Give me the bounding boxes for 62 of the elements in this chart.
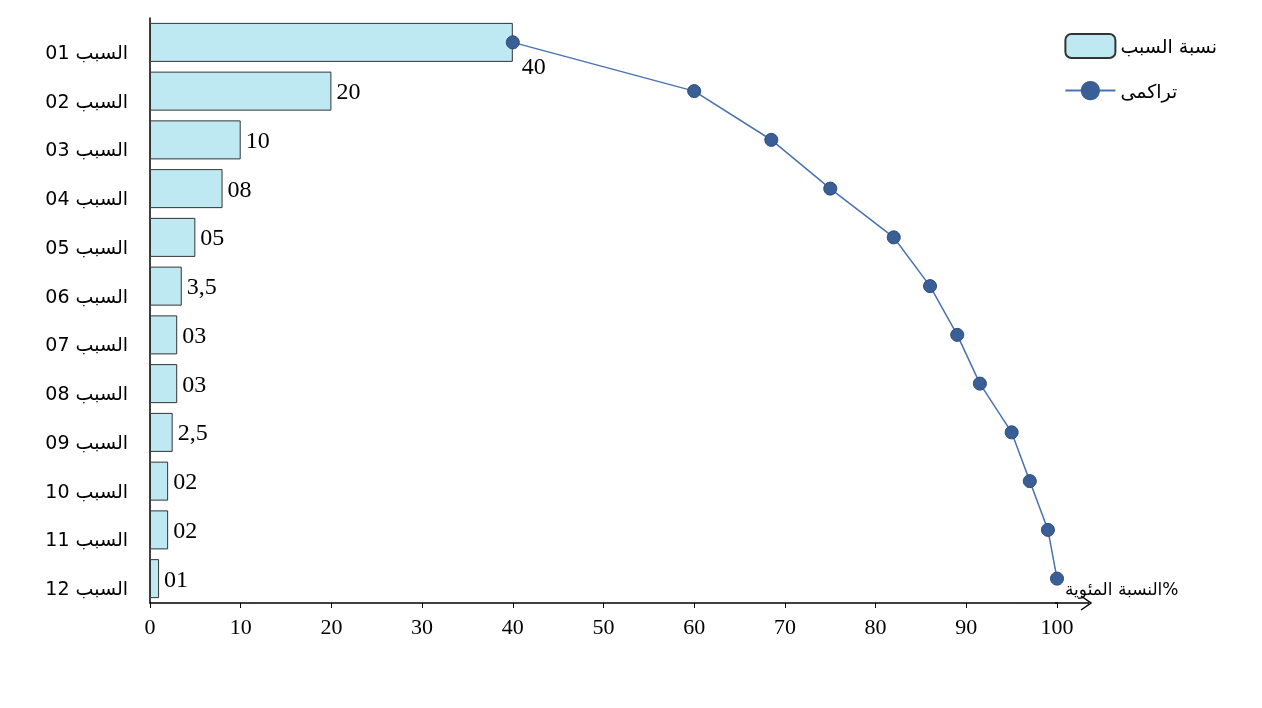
data-label: 03 — [182, 370, 207, 397]
data-label: 01 — [164, 565, 189, 592]
x-tick-label: 40 — [501, 613, 524, 639]
x-tick-label: 50 — [592, 613, 615, 639]
y-tick-label: السبب 03 — [45, 138, 128, 161]
data-label: 20 — [336, 78, 361, 105]
bar — [150, 510, 169, 550]
point — [687, 84, 702, 99]
legend-label: تراكمى — [1120, 79, 1178, 103]
x-axis-title: النسبة المئوية% — [1065, 578, 1179, 599]
x-tick-label: 60 — [683, 613, 706, 639]
bar — [150, 559, 160, 599]
y-tick-label: السبب 06 — [45, 284, 128, 307]
y-tick-label: السبب 10 — [45, 479, 128, 502]
x-tick-label: 100 — [1040, 613, 1074, 639]
y-tick-label: السبب 07 — [45, 333, 128, 356]
x-tick-label: 20 — [320, 613, 343, 639]
x-tick-label: 70 — [773, 613, 796, 639]
point — [1040, 522, 1055, 537]
data-label: 02 — [173, 516, 198, 543]
y-tick-label: السبب 01 — [45, 40, 128, 63]
y-tick-label: السبب 08 — [45, 382, 128, 405]
data-label: 40 — [521, 53, 546, 80]
bar — [150, 461, 169, 501]
y-tick-label: السبب 11 — [45, 528, 128, 551]
bar — [150, 22, 513, 62]
y-tick-label: السبب 05 — [45, 235, 128, 258]
y-tick-label: السبب 09 — [45, 430, 128, 453]
data-label: 05 — [200, 224, 225, 251]
data-label: 08 — [227, 175, 252, 202]
y-tick-label: السبب 02 — [45, 89, 128, 112]
point — [972, 376, 987, 391]
x-tick-label: 0 — [144, 613, 156, 639]
y-tick-label: السبب 04 — [45, 187, 128, 210]
x-tick-label: 80 — [864, 613, 887, 639]
x-tick-label: 90 — [955, 613, 978, 639]
data-label: 03 — [182, 321, 207, 348]
bar — [150, 412, 173, 452]
bar — [150, 217, 196, 257]
point — [764, 132, 779, 147]
point — [1050, 571, 1064, 586]
bar — [150, 71, 332, 111]
y-tick-label: السبب 12 — [45, 577, 128, 600]
data-label: 3,5 — [186, 273, 217, 300]
bar — [150, 315, 178, 355]
bar — [150, 266, 182, 306]
point — [505, 35, 520, 50]
bar — [150, 364, 178, 404]
data-label: 02 — [173, 468, 198, 495]
point — [1022, 474, 1037, 489]
x-tick-label: 30 — [411, 613, 434, 639]
bar — [150, 120, 241, 160]
data-label: 2,5 — [177, 419, 208, 446]
point — [823, 181, 838, 196]
point — [923, 279, 938, 294]
bar — [150, 169, 223, 209]
legend-label: نسبة السبب — [1120, 35, 1217, 57]
point — [886, 230, 901, 245]
point — [950, 327, 965, 342]
data-label: 10 — [245, 126, 270, 153]
x-tick-label: 10 — [229, 613, 252, 639]
point — [1004, 425, 1019, 440]
